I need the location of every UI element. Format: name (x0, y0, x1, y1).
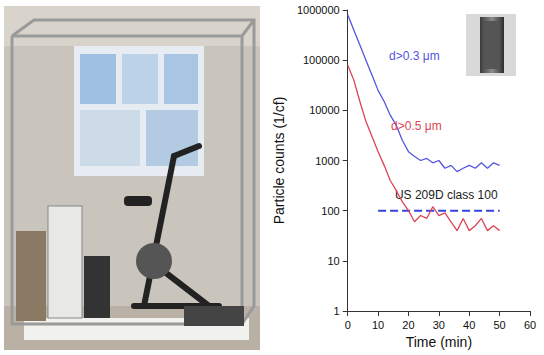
svg-text:Particle counts (1/cf): Particle counts (1/cf) (271, 97, 287, 225)
svg-text:30: 30 (433, 319, 445, 331)
svg-text:10: 10 (327, 255, 339, 267)
svg-text:0: 0 (345, 319, 351, 331)
svg-text:d>0.3 μm: d>0.3 μm (389, 49, 440, 63)
svg-text:US 209D class 100: US 209D class 100 (395, 188, 498, 202)
svg-text:50: 50 (493, 319, 505, 331)
svg-text:40: 40 (463, 319, 475, 331)
svg-text:1000: 1000 (315, 155, 339, 167)
svg-text:60: 60 (524, 319, 536, 331)
svg-text:Time (min): Time (min) (406, 334, 472, 350)
svg-text:d>0.5 μm: d>0.5 μm (391, 119, 442, 133)
svg-text:1000000: 1000000 (297, 4, 340, 16)
svg-text:100000: 100000 (303, 54, 340, 66)
svg-text:20: 20 (402, 319, 414, 331)
svg-text:10000: 10000 (309, 104, 340, 116)
svg-text:100: 100 (321, 205, 339, 217)
svg-text:10: 10 (372, 319, 384, 331)
svg-text:1: 1 (334, 305, 340, 317)
